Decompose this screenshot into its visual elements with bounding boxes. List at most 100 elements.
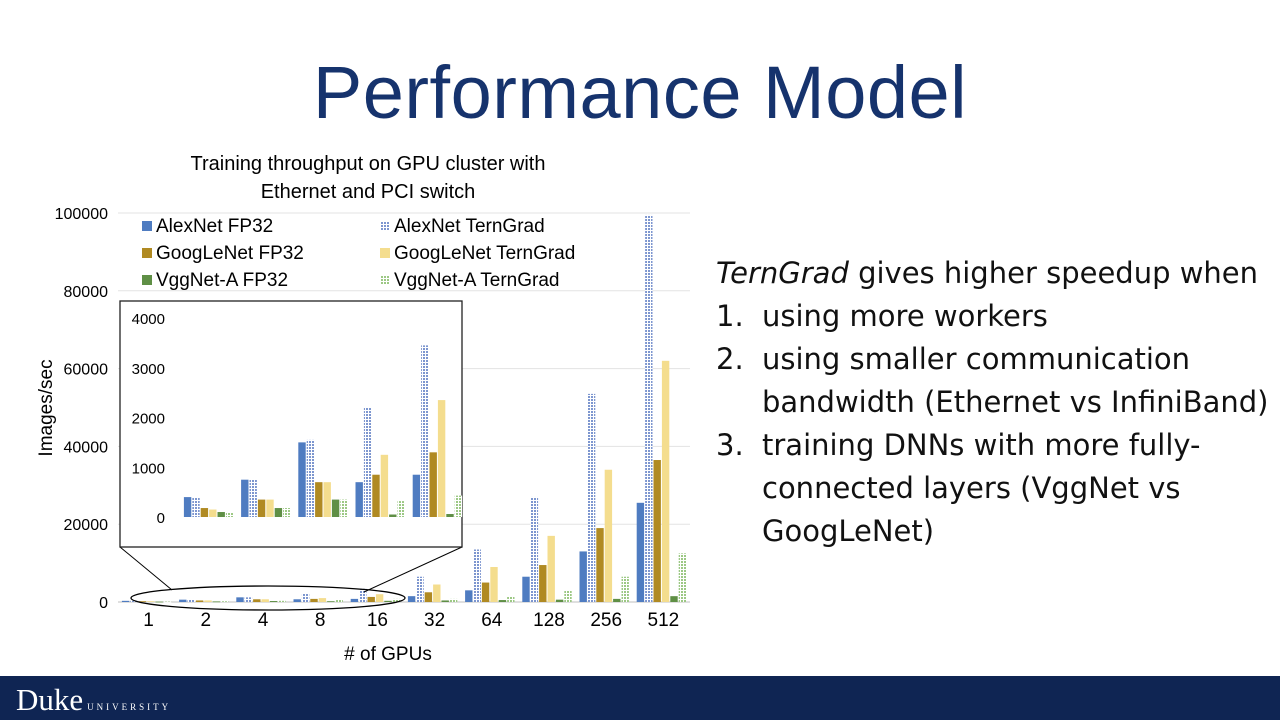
side-list-text: using more workers [762, 299, 1048, 333]
bar [498, 600, 507, 602]
bar [204, 600, 212, 602]
inset-bar [217, 512, 225, 517]
side-list-item: 3. training DNNs with more fully-connecte… [716, 424, 1276, 553]
bar [244, 597, 253, 602]
inset-bar [372, 474, 380, 517]
bar [670, 596, 678, 602]
bar [367, 596, 375, 602]
side-list: 1. using more workers 2. using smaller com… [716, 295, 1276, 553]
bar [359, 588, 367, 602]
main-y-ticks: 0 20000 40000 60000 80000 100000 [55, 206, 108, 612]
bar [636, 502, 645, 602]
chart-title-line: Ethernet and PCI switch [261, 181, 476, 203]
side-list-number: 2. [716, 342, 744, 376]
inset-bar [331, 499, 340, 517]
bar [293, 599, 301, 602]
y-axis-label: Images/sec [36, 359, 57, 456]
legend-label: GoogLeNet FP32 [156, 243, 304, 264]
bar [473, 549, 481, 602]
duke-logo-sub: UNIVERSITY [87, 702, 172, 712]
inset-y-ticks: 0 1000 2000 3000 4000 [132, 311, 165, 527]
bar [253, 599, 261, 602]
y-tick-label: 0 [99, 595, 108, 612]
y-tick-label: 100000 [55, 206, 108, 223]
x-tick-label: 8 [315, 610, 326, 631]
inset-bar [209, 509, 217, 517]
legend-label: AlexNet FP32 [156, 216, 273, 237]
inset-bars [183, 345, 463, 517]
inset-bar [421, 345, 429, 517]
legend-swatch [142, 221, 152, 231]
side-intro-emphasis: TernGrad [716, 256, 849, 290]
bar [269, 601, 278, 602]
inset-bar [225, 513, 234, 517]
bar [678, 553, 687, 602]
legend-swatch [380, 248, 390, 258]
bar [384, 600, 392, 602]
legend-label: VggNet-A TernGrad [394, 270, 559, 291]
inset-bar [274, 508, 283, 517]
inset-y-tick-label: 0 [157, 510, 165, 527]
bar [587, 393, 596, 602]
bar [481, 582, 490, 602]
chart-title: Training throughput on GPU cluster with E… [191, 153, 546, 203]
y-tick-label: 40000 [64, 439, 109, 456]
bar [212, 601, 221, 603]
main-bars [121, 214, 687, 603]
inset-bar [340, 499, 348, 517]
inset-bar [323, 482, 331, 517]
bar [261, 599, 269, 602]
side-list-item: 2. using smaller communication bandwidth … [716, 338, 1276, 424]
bar [539, 565, 547, 602]
side-list-number: 3. [716, 428, 744, 462]
bar [121, 600, 130, 602]
chart-title-line: Training throughput on GPU cluster with [191, 153, 546, 175]
inset-bar [306, 439, 315, 517]
inset-bar [389, 514, 397, 517]
inset-y-tick-label: 1000 [132, 460, 165, 477]
side-list-text: training DNNs with more fully-connected … [762, 428, 1201, 548]
inset-bar [192, 497, 200, 517]
bar [449, 598, 458, 602]
bar [221, 601, 229, 603]
bar [236, 597, 244, 602]
bar [621, 576, 629, 602]
inset-bar [429, 452, 437, 517]
x-tick-label: 4 [258, 610, 269, 631]
inset-bar [380, 454, 389, 517]
legend-swatch [142, 248, 152, 258]
side-intro-rest: gives higher speedup when [848, 256, 1259, 290]
bar [424, 592, 433, 602]
bar [179, 599, 187, 602]
bar [441, 600, 449, 602]
chart-legend: AlexNet FP32 AlexNet TernGrad GoogLeNet FP… [142, 216, 575, 291]
bar [138, 601, 147, 603]
duke-logo: Duke UNIVERSITY [16, 682, 171, 718]
bar [130, 600, 138, 602]
inset-frame [119, 300, 463, 548]
side-list-item: 1. using more workers [716, 295, 1276, 338]
x-tick-label: 128 [533, 610, 565, 631]
inset-bar [249, 479, 257, 517]
bar [407, 596, 416, 602]
x-tick-label: 512 [648, 610, 680, 631]
bar [465, 590, 473, 602]
bar [310, 598, 318, 602]
x-tick-label: 2 [201, 610, 212, 631]
zoom-inset: 0 1000 2000 3000 4000 [119, 300, 463, 548]
side-list-number: 1. [716, 299, 744, 333]
inset-bar [266, 499, 274, 517]
inset-y-tick-label: 4000 [132, 311, 165, 328]
bar [596, 528, 604, 602]
inset-bar [412, 474, 421, 517]
bar [661, 360, 670, 602]
bar [507, 596, 515, 602]
side-text: TernGrad gives higher speedup when 1. usi… [716, 252, 1276, 553]
side-intro: TernGrad gives higher speedup when [716, 252, 1276, 295]
bar [522, 576, 530, 602]
throughput-chart: Training throughput on GPU cluster with E… [36, 153, 690, 665]
side-list-text: using smaller communication bandwidth (E… [762, 342, 1269, 419]
inset-bar [446, 514, 454, 517]
bar [327, 601, 335, 603]
y-tick-label: 20000 [64, 517, 109, 534]
